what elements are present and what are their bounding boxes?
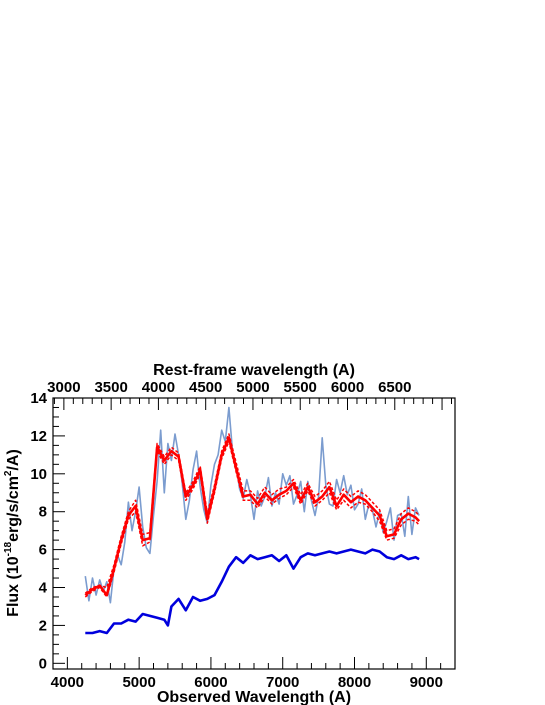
top-tick-label: 4500 — [189, 379, 222, 396]
x-tick-label: 7000 — [266, 674, 299, 691]
x-axis-title: Observed Wavelength (A) — [157, 689, 351, 705]
top-tick-label: 6000 — [331, 379, 364, 396]
y-tick-label: 4 — [39, 580, 48, 597]
x-tick-label: 5000 — [122, 674, 155, 691]
y-tick-label: 14 — [30, 390, 47, 407]
top-tick-label: 6500 — [378, 379, 411, 396]
y-tick-label: 8 — [39, 504, 47, 521]
plot-frame — [52, 397, 456, 670]
top-tick-label: 5000 — [236, 379, 269, 396]
top-tick-label: 4000 — [142, 379, 175, 396]
y-axis-title-units: erg/s/cm — [5, 476, 22, 542]
top-axis-title: Rest-frame wavelength (A) — [153, 362, 355, 379]
x-tick-label: 8000 — [338, 674, 371, 691]
y-axis-title-area-exponent: 2 — [3, 470, 14, 476]
y-tick-label: 12 — [30, 428, 47, 445]
host-galaxy-line — [85, 548, 420, 635]
top-tick-label: 3000 — [47, 379, 80, 396]
y-axis-title: Flux (10-18erg/s/cm2/A) — [3, 449, 22, 617]
top-tick-label: 3500 — [94, 379, 127, 396]
y-axis-title-exponent: -18 — [3, 541, 14, 556]
y-tick-label: 0 — [39, 655, 47, 672]
y-axis-title-prefix: Flux (10 — [5, 556, 22, 617]
x-tick-label: 9000 — [410, 674, 443, 691]
y-tick-label: 10 — [30, 466, 47, 483]
y-axis-title-suffix: /A) — [5, 449, 22, 470]
x-tick-label: 6000 — [194, 674, 227, 691]
model-fit-line — [84, 436, 421, 597]
tick-layer — [52, 397, 456, 669]
y-tick-label: 6 — [39, 542, 47, 559]
series-layer — [84, 406, 421, 635]
top-tick-label: 5500 — [284, 379, 317, 396]
y-tick-label: 2 — [39, 617, 47, 634]
x-tick-label: 4000 — [51, 674, 84, 691]
